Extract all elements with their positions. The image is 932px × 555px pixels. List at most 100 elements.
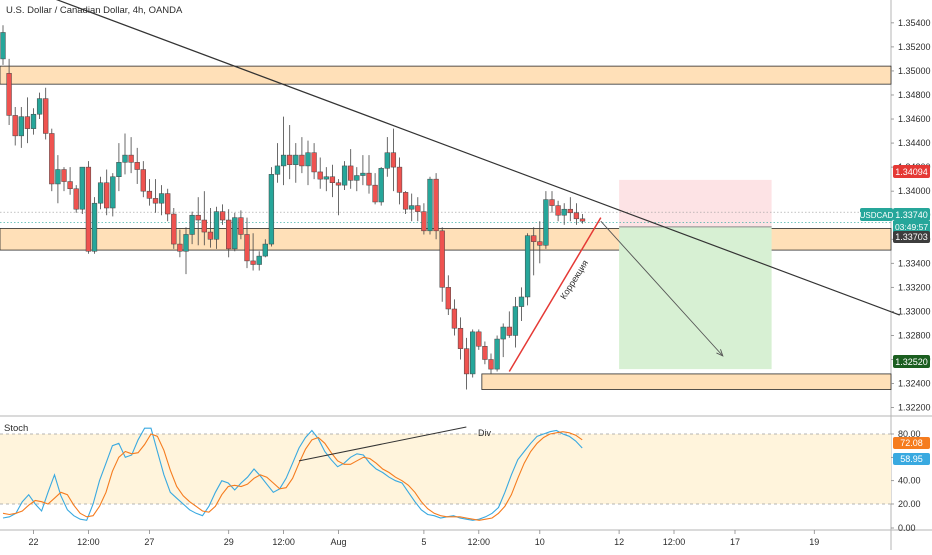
candle (445, 275, 451, 316)
dotted-levels-layer (0, 211, 891, 223)
price-tick-label: 1.33200 (898, 282, 931, 292)
time-tick-label: 5 (421, 537, 426, 547)
candle-body (323, 176, 329, 180)
candle-body (43, 98, 49, 134)
price-tick-label: 1.32800 (898, 330, 931, 340)
candle (476, 329, 482, 350)
badge-stoch-k: 72.08 (893, 437, 930, 449)
candle-body (67, 181, 73, 190)
demand-zone (481, 373, 892, 390)
candle-body (384, 152, 390, 169)
stoch-layer (0, 426, 891, 521)
correction-line (508, 217, 602, 372)
candle (531, 227, 537, 276)
candle-body (165, 193, 171, 215)
price-tick-label: 1.35200 (898, 42, 931, 52)
candle-body (360, 172, 366, 176)
candle (232, 212, 238, 252)
candle-body (250, 260, 256, 265)
candle-body (6, 73, 12, 116)
candle-body (152, 198, 159, 204)
candle (128, 137, 134, 174)
badge-target: 1.32520 (893, 355, 930, 368)
badge-symbol-text: USDCAD (860, 211, 894, 220)
candle (226, 209, 232, 258)
price-tick-label: 1.34800 (898, 90, 931, 100)
candle-body (195, 214, 201, 221)
candle-body (226, 219, 232, 250)
candle (305, 140, 311, 186)
candle-body (335, 182, 342, 186)
candle-body (0, 32, 6, 60)
candle-body (268, 174, 275, 245)
candle-body (12, 115, 18, 137)
badge-stoch-k-text: 72.08 (900, 438, 923, 448)
badge-stop-text: 1.34094 (895, 167, 928, 177)
candle (0, 25, 6, 65)
candle (195, 197, 201, 246)
candle-body (378, 168, 384, 203)
time-tick-label: 29 (224, 537, 234, 547)
resistance-zone (0, 65, 892, 85)
candle (43, 87, 49, 140)
candle (384, 137, 390, 177)
badge-countdown: 03:49:57 (893, 221, 930, 233)
candle-body (299, 154, 305, 167)
candle-body (409, 205, 415, 210)
candle-body (555, 205, 561, 216)
candle (293, 143, 299, 183)
candle (317, 157, 323, 189)
badge-stoch-d: 58.95 (893, 453, 930, 465)
time-tick-label: 27 (144, 537, 154, 547)
candle (372, 173, 378, 205)
candle (116, 143, 122, 192)
candle-body (213, 211, 220, 240)
candle (30, 108, 37, 135)
time-tick-label: 17 (730, 537, 740, 547)
candle-body (518, 296, 525, 307)
projection-arrow-line (600, 220, 724, 357)
candle (18, 107, 24, 148)
candle (213, 206, 220, 249)
candle (268, 167, 275, 247)
candle (287, 125, 293, 180)
candle-body (427, 178, 433, 232)
stoch-tick-label: 0.00 (898, 523, 916, 533)
zones-layer (0, 65, 892, 390)
candle-body (140, 169, 146, 192)
candle (561, 203, 567, 225)
candle (79, 166, 85, 215)
candle (55, 155, 61, 204)
candle-body (49, 133, 55, 185)
candle-body (543, 199, 549, 246)
candle-body (463, 348, 470, 375)
candle (311, 143, 317, 180)
candle-body (470, 331, 476, 375)
chart-title: U.S. Dollar / Canadian Dollar, 4h, OANDA (6, 5, 183, 16)
candle-body (457, 327, 464, 349)
candle-body (579, 218, 586, 222)
candle-body (30, 113, 37, 129)
candle-body (561, 208, 567, 216)
candle (451, 299, 458, 336)
correction-label: Коррекция (558, 258, 590, 301)
candle (482, 341, 488, 365)
candle-body (439, 230, 445, 288)
candle-body (207, 231, 214, 240)
time-tick-label: 12:00 (663, 537, 686, 547)
indicator-label: Stoch (4, 423, 28, 434)
candle (439, 227, 445, 302)
candle-body (104, 182, 110, 209)
price-tick-label: 1.33400 (898, 258, 931, 268)
candle-body (134, 162, 140, 170)
position-layer (619, 179, 772, 370)
candle-body (171, 213, 177, 245)
candle-body (244, 234, 250, 262)
downtrend-line (55, 0, 900, 316)
drawings-layer (55, 0, 900, 372)
candle (335, 179, 342, 216)
candle (360, 155, 366, 186)
candle-body (232, 217, 238, 250)
candle-body (573, 212, 580, 220)
